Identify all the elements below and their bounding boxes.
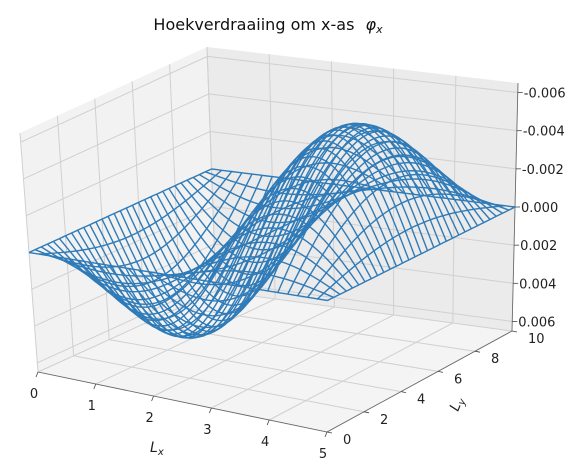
y-tick-label: 2 — [380, 413, 388, 428]
x-axis-label-text: L — [150, 440, 158, 456]
x-tick-mark-5 — [324, 431, 328, 438]
x-tick-mark-0 — [35, 371, 39, 378]
x-tick-label: 3 — [203, 423, 211, 438]
x-tick-mark-1 — [93, 383, 97, 390]
wire-line-x-2 — [48, 171, 233, 268]
wire-line-x-4 — [68, 173, 253, 306]
wire-line-x-24 — [267, 130, 455, 292]
back-grid-z-1 — [208, 93, 517, 132]
wire-line-x-26 — [287, 155, 475, 295]
z-tick-label: 0.000 — [521, 201, 558, 216]
floor-grid-x-4 — [268, 322, 454, 421]
wire-line-x-25 — [277, 140, 465, 293]
x-tick-label: 5 — [319, 447, 327, 462]
wire-line-x-6 — [88, 176, 273, 331]
y-axis-line — [326, 330, 513, 433]
y-tick-mark-5 — [511, 330, 518, 333]
z-tick-label: 0.002 — [520, 239, 557, 254]
back-grid-z-0 — [207, 55, 518, 94]
wire-line-x-27 — [297, 173, 486, 297]
z-tick-label: -0.002 — [522, 163, 564, 178]
back-grid-z-6 — [215, 281, 513, 322]
floor-grid-y-2 — [109, 339, 402, 393]
back-grid-z-4 — [212, 206, 515, 246]
y-tick-mark-0 — [326, 431, 333, 434]
x-tick-label: 2 — [145, 411, 153, 426]
left-grid-z-0 — [20, 55, 208, 143]
wire-line-x-28 — [307, 193, 495, 298]
x-tick-label: 1 — [88, 399, 96, 414]
y-tick-label: 10 — [528, 332, 545, 347]
wire-line-x-29 — [317, 205, 505, 300]
wire-line-x-30 — [327, 206, 516, 302]
y-tick-label: 0 — [343, 433, 351, 448]
surface-wireframe — [28, 122, 516, 339]
y-tick-mark-2 — [400, 391, 407, 393]
wire-line-x-11 — [137, 182, 324, 317]
x-axis-label-sub: x — [157, 447, 164, 458]
z-tick-label: 0.004 — [519, 277, 556, 292]
chart-title-symbol: φ — [366, 15, 377, 34]
wire-line-x-3 — [58, 172, 243, 288]
y-axis-label-sub: y — [456, 396, 469, 408]
wire-line-x-1 — [38, 169, 223, 255]
wire-line-x-23 — [257, 124, 445, 290]
x-tick-mark-4 — [266, 419, 270, 426]
floor-grid-x-3 — [211, 314, 394, 409]
chart-title-symbol-sub: x — [375, 23, 383, 36]
wire-line-x-18 — [207, 162, 394, 282]
floor-grid-x-1 — [95, 298, 276, 385]
left-grid-z-1 — [23, 93, 209, 180]
y-tick-label: 8 — [491, 352, 499, 367]
y-tick-label: 6 — [454, 372, 462, 387]
floor-grid-y-1 — [73, 355, 365, 413]
z-tick-label: -0.004 — [523, 125, 565, 140]
left-grid-z-2 — [26, 131, 211, 217]
y-tick-mark-4 — [474, 350, 481, 353]
x-tick-mark-3 — [209, 407, 212, 414]
wire-line-x-22 — [247, 122, 435, 288]
y-tick-label: 4 — [417, 393, 425, 408]
x-tick-mark-2 — [151, 395, 154, 402]
floor-grid-x-2 — [153, 306, 335, 397]
x-axis-line — [37, 371, 328, 433]
z-tick-label: -0.006 — [524, 87, 566, 102]
chart-title: Hoekverdraaiing om x-as φx — [153, 15, 383, 36]
y-axis-label: Ly — [447, 394, 469, 414]
wire-line-x-12 — [148, 183, 334, 302]
x-axis-label: Lx — [150, 440, 164, 458]
chart-title-text: Hoekverdraaiing om x-as — [153, 15, 354, 34]
wire-line-x-10 — [127, 181, 314, 329]
x-tick-label: 0 — [30, 387, 38, 402]
wire-line-x-0 — [28, 168, 212, 254]
floor-grid-y-5 — [215, 290, 513, 332]
y-tick-mark-3 — [437, 371, 444, 373]
z-tick-label: 0.006 — [518, 315, 555, 330]
x-tick-label: 4 — [261, 435, 269, 450]
floor-grid-y-4 — [180, 306, 476, 352]
y-tick-mark-1 — [363, 411, 370, 414]
wire-line-x-21 — [237, 126, 425, 287]
tick-labels: 0 1 2 3 4 5 0 2 4 6 8 10 -0.006 -0.004 -0.002 0.000 0.00… — [30, 87, 566, 462]
